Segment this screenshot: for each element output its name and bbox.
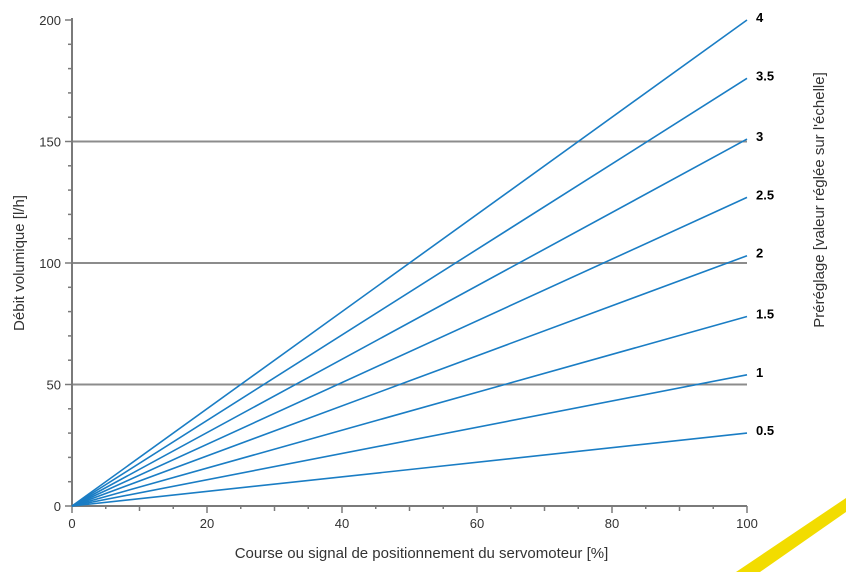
- series-label: 3: [756, 129, 763, 144]
- series-label: 4: [756, 10, 764, 25]
- y-tick-label: 100: [39, 256, 61, 271]
- axis-ticks: 0 50 100 150 200 0 20 40 60 80 100: [39, 13, 758, 531]
- x-tick-label: 20: [200, 516, 214, 531]
- x-tick-label: 60: [470, 516, 484, 531]
- series-line: [71, 196, 748, 507]
- series-line: [71, 315, 748, 507]
- right-axis-title: Préréglage [valeur réglée sur l'échelle]: [811, 72, 828, 328]
- series-label: 3.5: [756, 68, 774, 83]
- series-line: [71, 138, 748, 507]
- series-line: [71, 373, 748, 507]
- series-label: 2.5: [756, 187, 774, 202]
- series-lines: [71, 19, 748, 507]
- yellow-decoration-stroke: [736, 498, 846, 572]
- y-tick-label: 200: [39, 13, 61, 28]
- series-label: 1: [756, 365, 763, 380]
- x-axis-title: Course ou signal de positionnement du se…: [235, 545, 609, 562]
- x-tick-label: 80: [605, 516, 619, 531]
- series-line: [71, 432, 748, 507]
- y-tick-label: 0: [54, 499, 61, 514]
- series-label: 2: [756, 246, 763, 261]
- series-line: [71, 19, 748, 507]
- y-tick-label: 50: [47, 378, 61, 393]
- x-tick-label: 0: [68, 516, 75, 531]
- x-tick-label: 40: [335, 516, 349, 531]
- series-label: 1.5: [756, 306, 774, 321]
- y-tick-label: 150: [39, 135, 61, 150]
- y-axis-title: Débit volumique [l/h]: [11, 195, 28, 331]
- series-line: [71, 254, 748, 507]
- x-tick-label: 100: [736, 516, 758, 531]
- series-line: [71, 77, 748, 507]
- series-label: 0.5: [756, 423, 774, 438]
- series-labels: 0.5 1 1.5 2 2.5 3 3.5 4: [756, 10, 774, 438]
